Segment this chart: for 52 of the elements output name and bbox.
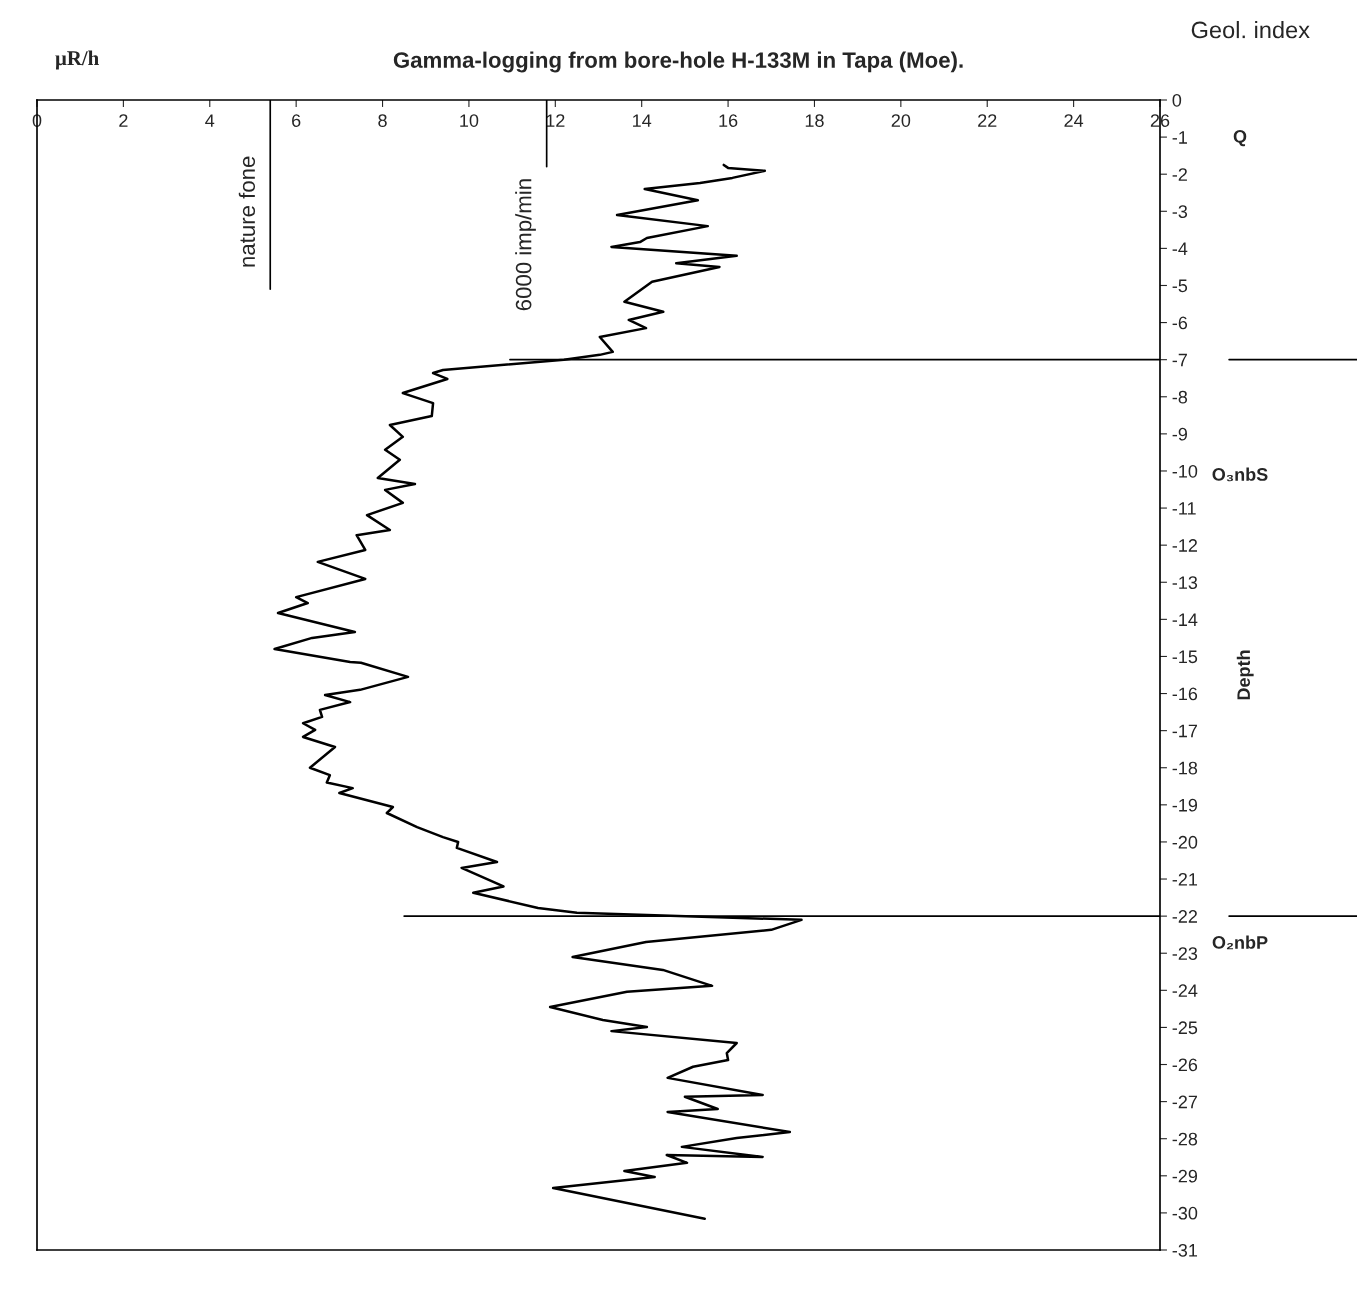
x-tick-label: 6 <box>292 114 301 127</box>
y-tick-label: -3 <box>1172 205 1188 219</box>
y-axis-title: Depth <box>1236 650 1254 700</box>
y-tick-label: -4 <box>1172 242 1188 255</box>
y-tick-label: -6 <box>1172 316 1188 330</box>
y-tick-label: -10 <box>1172 464 1198 478</box>
y-tick-label: -23 <box>1172 947 1198 960</box>
y-tick-label: -16 <box>1172 687 1198 701</box>
x-tick-label: 10 <box>460 114 479 127</box>
x-tick-label: 18 <box>805 114 824 127</box>
text: Q <box>1233 130 1247 147</box>
y-tick-label: -8 <box>1172 390 1188 404</box>
y-tick-label: -29 <box>1172 1169 1198 1183</box>
y-tick-label: -30 <box>1172 1206 1198 1220</box>
y-tick-label: -17 <box>1172 724 1197 738</box>
y-tick-label: -11 <box>1172 502 1196 515</box>
y-tick-label: -22 <box>1172 910 1197 923</box>
y-tick-label: -5 <box>1172 279 1188 293</box>
y-tick-label: -27 <box>1172 1095 1197 1109</box>
x-tick-label: 20 <box>891 114 911 127</box>
x-tick-label: 4 <box>205 114 215 127</box>
x-tick-label: 8 <box>378 114 387 127</box>
x-axis-title: μR/h <box>55 50 99 70</box>
y-tick-label: -14 <box>1172 613 1198 626</box>
ref-line-label: 6000 imp/min <box>515 179 536 311</box>
y-tick-label: -12 <box>1172 539 1197 552</box>
y-tick-label: -20 <box>1172 835 1198 849</box>
text: O₂nbP <box>1212 935 1268 950</box>
x-tick-label: 16 <box>719 114 738 127</box>
y-tick-label: -26 <box>1172 1058 1198 1072</box>
text: O₃nbS <box>1212 467 1268 482</box>
text: Geol. index <box>1191 21 1310 39</box>
y-tick-label: -31 <box>1172 1243 1198 1257</box>
y-tick-label: -7 <box>1172 353 1187 367</box>
x-tick-label: 2 <box>119 114 128 127</box>
x-tick-label: 24 <box>1064 114 1084 127</box>
y-tick-label: -25 <box>1172 1021 1198 1035</box>
y-tick-label: -24 <box>1172 984 1198 997</box>
y-tick-label: -15 <box>1172 650 1198 664</box>
y-tick-label: -9 <box>1172 427 1187 441</box>
y-tick-label: -1 <box>1172 131 1187 144</box>
y-tick-label: -21 <box>1172 872 1198 886</box>
y-tick-label: 0 <box>1172 93 1182 107</box>
y-tick-label: -18 <box>1172 761 1198 775</box>
y-tick-label: -19 <box>1172 798 1198 812</box>
y-tick-label: -28 <box>1172 1132 1198 1146</box>
x-tick-label: 22 <box>978 114 997 127</box>
ref-line-label: nature fone <box>238 156 256 267</box>
chart-title: Gamma-logging from bore-hole H-133M in Tapa (Moe). <box>393 51 963 73</box>
y-tick-label: -2 <box>1172 168 1187 181</box>
x-tick-label: 14 <box>633 114 652 127</box>
y-tick-label: -13 <box>1172 576 1198 589</box>
